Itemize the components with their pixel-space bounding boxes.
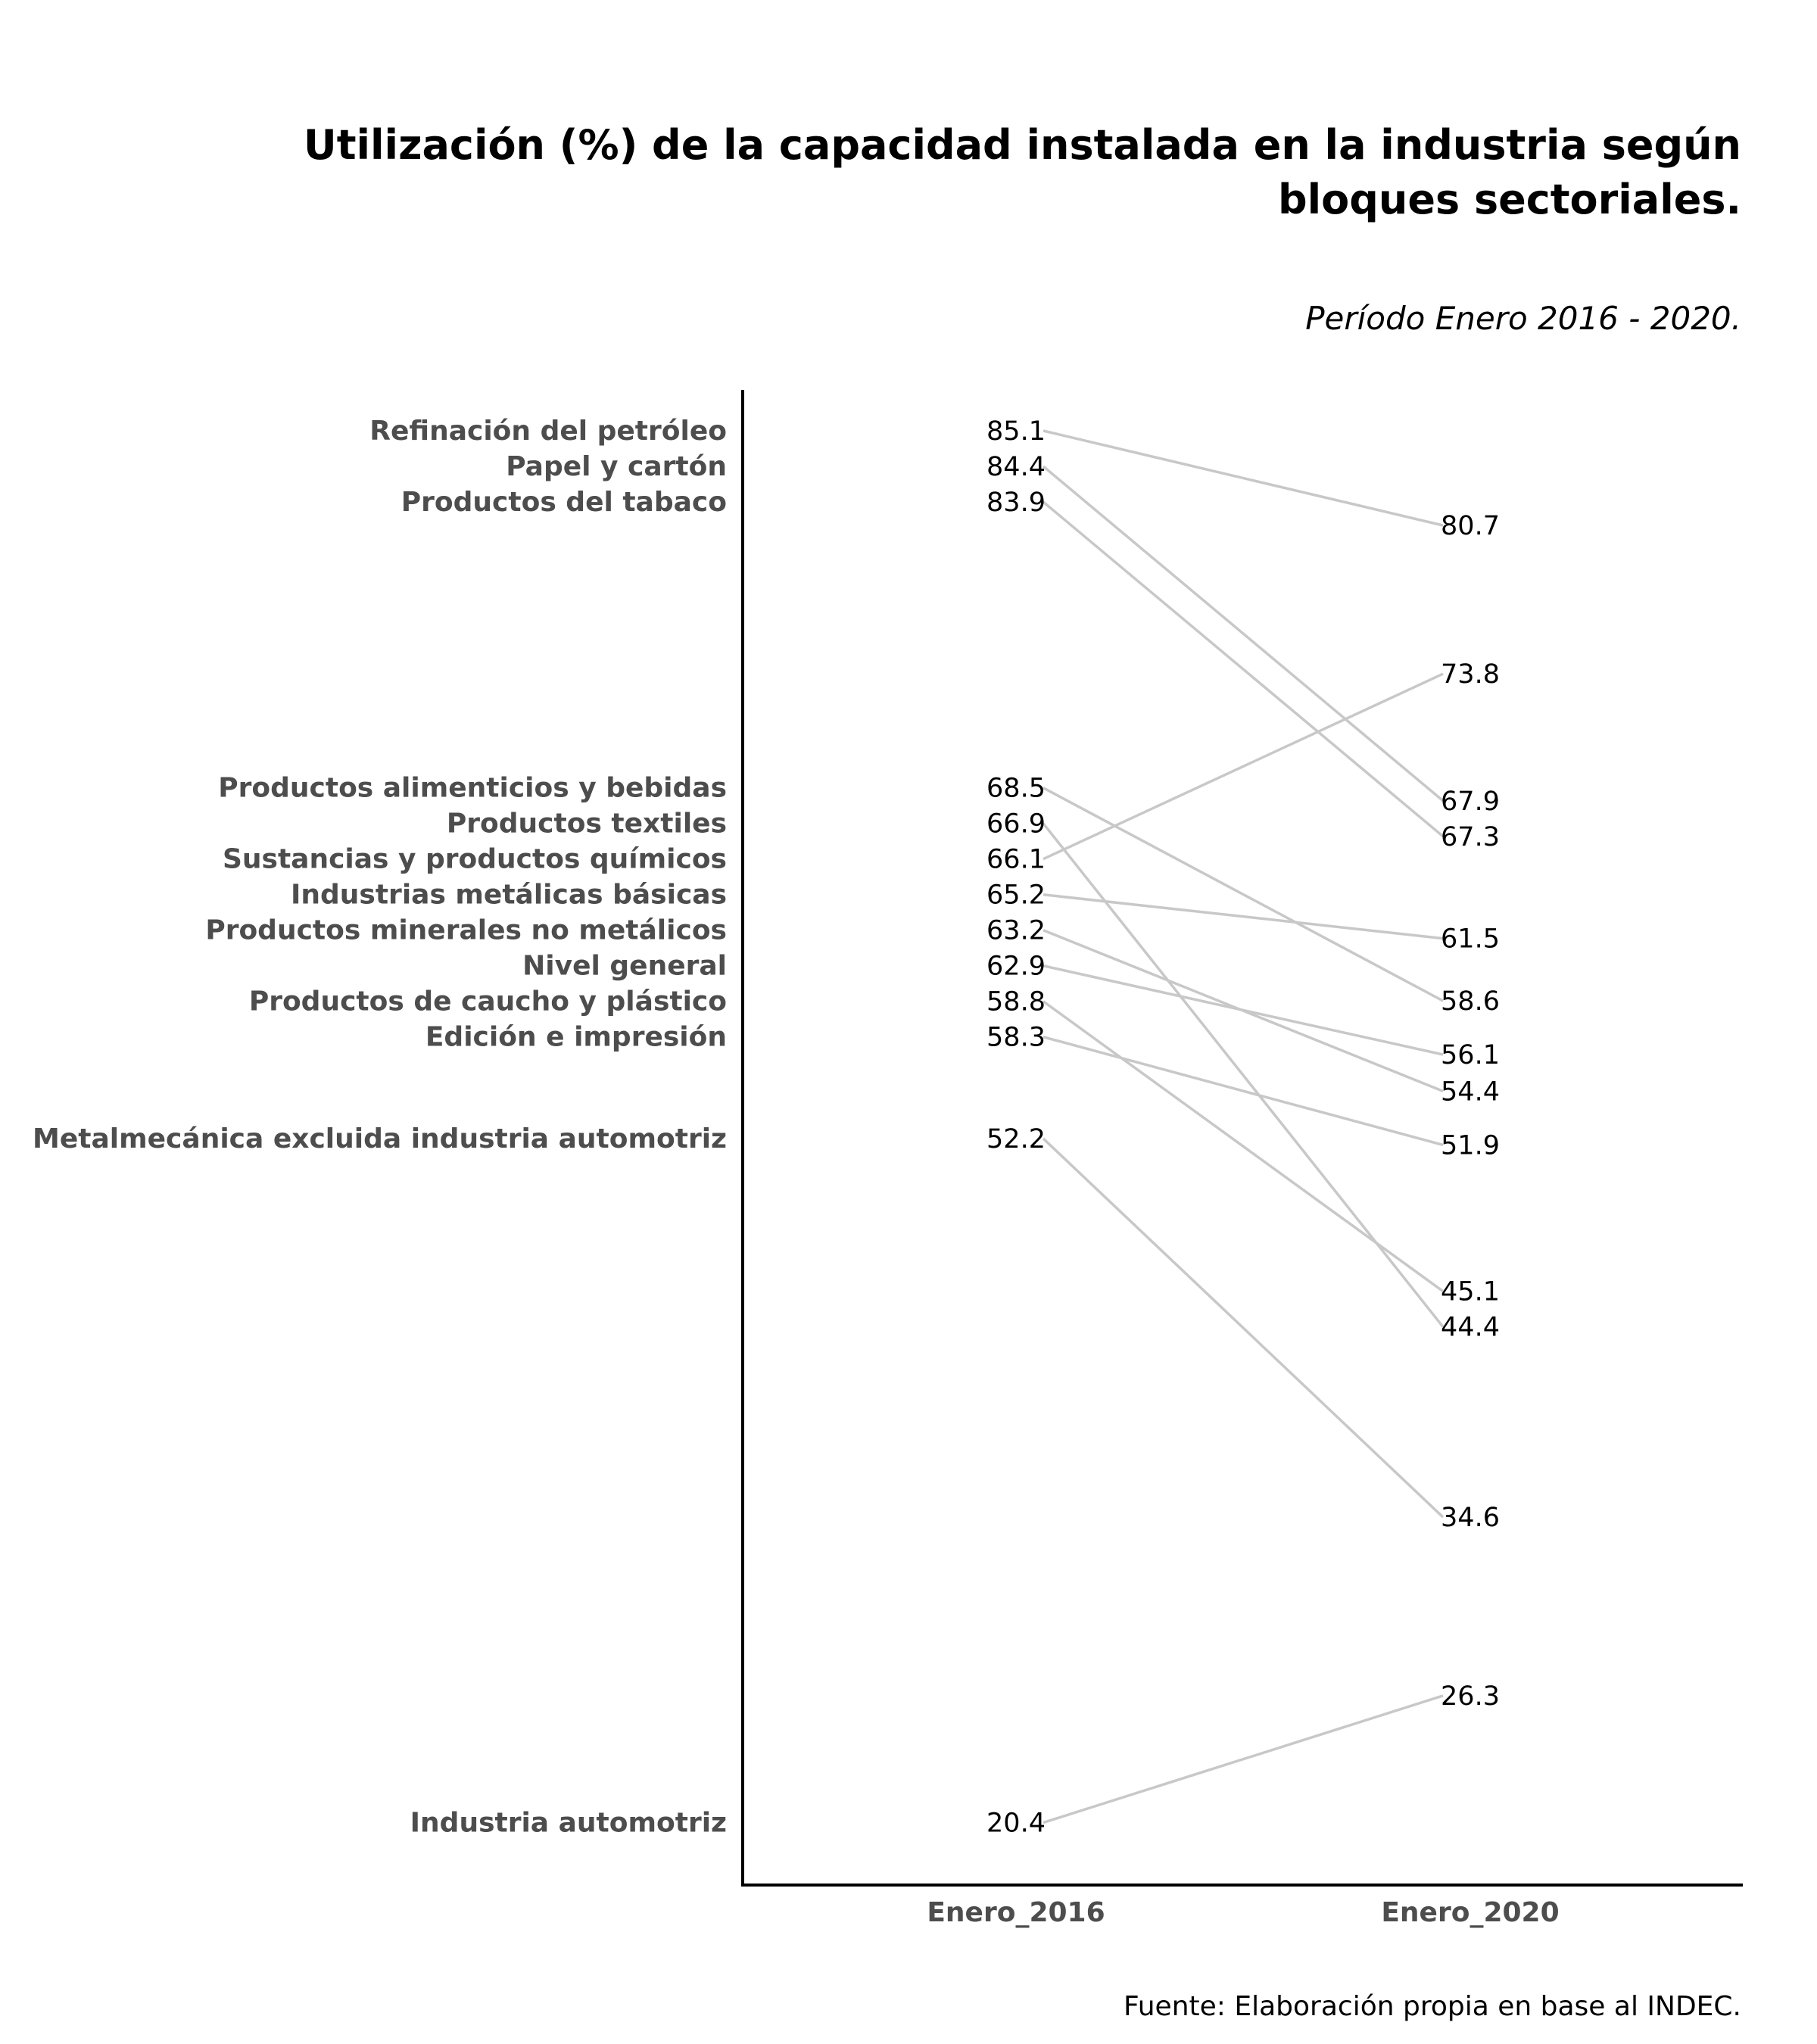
slope-line-sustancias-y-productos-quimicos	[1043, 672, 1444, 861]
category-label-productos-minerales-no-metalicos: Productos minerales no metálicos	[205, 915, 727, 946]
slope-line-metalmecanica-excluida-industria-automotriz	[1042, 1137, 1445, 1519]
category-label-industrias-metalicas-basicas: Industrias metálicas básicas	[291, 880, 727, 911]
value-label-2020-productos-minerales-no-metalicos: 54.4	[1441, 1077, 1500, 1107]
category-label-papel-y-carton: Papel y cartón	[506, 451, 727, 482]
value-label-2016-nivel-general: 62.9	[986, 952, 1046, 982]
value-label-2016-productos-textiles: 66.9	[986, 809, 1046, 840]
category-label-refinacion-del-petroleo: Refinación del petróleo	[369, 416, 727, 447]
value-label-2016-papel-y-carton: 84.4	[986, 452, 1046, 482]
value-label-2020-refinacion-del-petroleo: 80.7	[1441, 511, 1500, 541]
category-label-edicion-e-impresion: Edición e impresión	[425, 1022, 727, 1053]
slope-line-edicion-e-impresion	[1043, 1036, 1444, 1147]
category-label-sustancias-y-productos-quimicos: Sustancias y productos químicos	[223, 844, 727, 875]
value-label-2020-papel-y-carton: 67.9	[1441, 787, 1500, 817]
slope-line-productos-alimenticios-y-bebidas	[1043, 787, 1444, 1002]
category-label-productos-alimenticios-y-bebidas: Productos alimenticios y bebidas	[218, 773, 727, 804]
chart-title-line-1: Utilización (%) de la capacidad instalad…	[304, 121, 1741, 169]
slope-line-productos-textiles	[1042, 822, 1445, 1328]
value-label-2020-productos-de-caucho-y-plastico: 45.1	[1441, 1277, 1500, 1307]
value-label-2020-productos-alimenticios-y-bebidas: 58.6	[1441, 986, 1500, 1017]
category-label-productos-del-tabaco: Productos del tabaco	[401, 487, 727, 518]
category-label-metalmecanica-excluida-industria-automotriz: Metalmecánica excluida industria automot…	[33, 1123, 727, 1154]
value-label-2020-productos-textiles: 44.4	[1441, 1313, 1500, 1343]
value-label-2016-edicion-e-impresion: 58.3	[986, 1023, 1046, 1053]
value-label-2016-productos-de-caucho-y-plastico: 58.8	[986, 987, 1046, 1017]
slope-line-productos-del-tabaco	[1042, 500, 1445, 838]
value-label-2016-metalmecanica-excluida-industria-automotriz: 52.2	[986, 1124, 1046, 1154]
value-label-2020-industrias-metalicas-basicas: 61.5	[1441, 924, 1500, 955]
chart-subtitle: Período Enero 2016 - 2020.	[1305, 300, 1741, 337]
value-label-2016-sustancias-y-productos-quimicos: 66.1	[986, 845, 1046, 875]
value-label-2020-metalmecanica-excluida-industria-automotriz: 34.6	[1441, 1503, 1500, 1533]
value-label-2020-nivel-general: 56.1	[1441, 1040, 1500, 1070]
value-label-2020-sustancias-y-productos-quimicos: 73.8	[1441, 659, 1500, 690]
value-label-2016-productos-alimenticios-y-bebidas: 68.5	[986, 774, 1046, 804]
slope-line-productos-de-caucho-y-plastico	[1042, 1000, 1445, 1293]
value-label-2016-refinacion-del-petroleo: 85.1	[986, 416, 1046, 447]
value-label-2016-productos-minerales-no-metalicos: 63.2	[986, 916, 1046, 946]
slope-line-industria-automotriz	[1043, 1694, 1444, 1824]
slope-line-papel-y-carton	[1042, 465, 1445, 802]
value-label-2020-edicion-e-impresion: 51.9	[1441, 1130, 1500, 1161]
chart-title-line-2: bloques sectoriales.	[1278, 176, 1741, 223]
category-label-productos-textiles: Productos textiles	[447, 809, 727, 840]
value-label-2020-industria-automotriz: 26.3	[1441, 1681, 1500, 1712]
category-label-nivel-general: Nivel general	[522, 951, 727, 982]
slope-lines-group	[1042, 429, 1445, 1824]
slope-line-refinacion-del-petroleo	[1043, 429, 1444, 527]
value-label-2016-industrias-metalicas-basicas: 65.2	[986, 880, 1046, 911]
chart-caption: Fuente: Elaboración propia en base al IN…	[1124, 1991, 1741, 2022]
x-tick-label-enero-2020: Enero_2020	[1381, 1897, 1559, 1928]
value-label-2020-productos-del-tabaco: 67.3	[1441, 822, 1500, 852]
x-axis-ticks: Enero_2016 Enero_2020	[927, 1897, 1559, 1928]
slope-line-nivel-general	[1043, 964, 1444, 1056]
category-label-productos-de-caucho-y-plastico: Productos de caucho y plástico	[249, 986, 727, 1017]
slope-line-industrias-metalicas-basicas	[1043, 893, 1444, 940]
value-label-2016-productos-del-tabaco: 83.9	[986, 488, 1046, 518]
labels-group: Refinación del petróleo 85.1 80.7 Papel y c…	[33, 416, 1500, 1839]
category-label-industria-automotriz: Industria automotriz	[410, 1808, 727, 1839]
x-tick-label-enero-2016: Enero_2016	[927, 1897, 1105, 1928]
value-label-2016-industria-automotriz: 20.4	[986, 1809, 1046, 1839]
